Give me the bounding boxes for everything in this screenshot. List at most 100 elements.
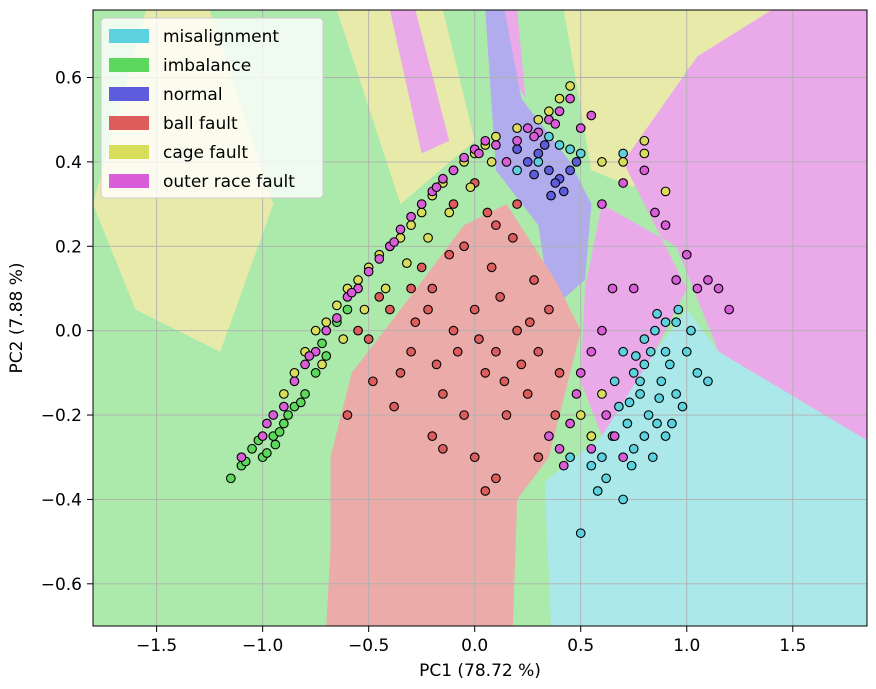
point-imbalance [342, 304, 353, 315]
legend-swatch [109, 87, 149, 101]
point-outer-race-fault [346, 287, 357, 298]
point-outer-race-fault [639, 165, 650, 176]
point-outer-race-fault [618, 178, 628, 188]
point-ball-fault [448, 325, 459, 336]
point-outer-race-fault [332, 313, 342, 323]
point-misalignment [614, 401, 624, 412]
point-cage-fault [544, 106, 554, 117]
x-axis-ticks: −1.5 −1.0 −0.5 0.0 0.5 1.0 1.5 [136, 626, 806, 656]
point-cage-fault [416, 207, 427, 218]
point-cage-fault [338, 334, 349, 344]
point-outer-race-fault [529, 131, 539, 142]
point-outer-race-fault [480, 135, 491, 146]
x-tick-label: 1.0 [673, 636, 700, 656]
point-ball-fault [480, 486, 491, 496]
point-misalignment [618, 494, 628, 505]
point-normal [571, 157, 582, 167]
point-outer-race-fault [262, 418, 272, 429]
point-ball-fault [491, 473, 501, 484]
legend-label: cage fault [163, 143, 248, 163]
point-imbalance [321, 351, 332, 361]
point-misalignment [592, 486, 603, 496]
region-cage-fault [563, 10, 772, 188]
point-misalignment [645, 346, 656, 357]
point-ball-fault [508, 232, 518, 243]
point-outer-race-fault [575, 367, 586, 378]
point-ball-fault [416, 262, 427, 273]
point-cage-fault [444, 207, 455, 218]
point-cage-fault [289, 367, 300, 378]
point-cage-fault [486, 157, 497, 167]
point-misalignment [703, 376, 713, 387]
legend-swatch [109, 145, 149, 159]
point-ball-fault [385, 304, 395, 315]
point-misalignment [671, 389, 682, 399]
point-outer-race-fault [550, 119, 561, 129]
point-imbalance [247, 443, 257, 454]
y-tick-label: −0.4 [41, 490, 82, 510]
point-misalignment [618, 346, 628, 357]
point-misalignment [673, 304, 684, 315]
point-ball-fault [444, 249, 455, 260]
point-cage-fault [278, 389, 289, 399]
region-misalignment [544, 309, 867, 626]
point-misalignment [643, 410, 654, 420]
point-cage-fault [639, 135, 650, 146]
point-outer-race-fault [406, 211, 416, 222]
point-outer-race-fault [268, 410, 279, 420]
point-ball-fault [499, 376, 510, 387]
point-misalignment [654, 393, 665, 404]
point-misalignment [544, 131, 554, 142]
point-outer-race-fault [544, 431, 554, 441]
point-normal [544, 165, 554, 176]
point-outer-race-fault [321, 325, 332, 336]
point-misalignment [586, 460, 597, 471]
point-cage-fault [639, 148, 650, 159]
x-tick-label: −1.5 [136, 636, 177, 656]
point-outer-race-fault [416, 199, 427, 209]
point-outer-race-fault [448, 165, 459, 176]
point-misalignment [650, 325, 660, 336]
y-tick-label: 0.0 [55, 322, 82, 342]
point-cage-fault [359, 304, 370, 315]
point-outer-race-fault [571, 389, 582, 399]
plot-frame [92, 9, 868, 627]
point-misalignment [512, 165, 522, 176]
point-ball-fault [342, 410, 353, 420]
point-outer-race-fault [597, 199, 607, 209]
region-cage-fault [336, 10, 475, 205]
point-ball-fault [482, 207, 493, 218]
point-misalignment [660, 317, 671, 328]
point-outer-race-fault [628, 283, 639, 294]
point-misalignment [660, 346, 671, 357]
point-ball-fault [501, 410, 512, 420]
point-cage-fault [554, 93, 565, 104]
point-imbalance [317, 338, 327, 349]
point-outer-race-fault [703, 275, 713, 285]
point-outer-race-fault [586, 110, 597, 121]
point-outer-race-fault [474, 148, 484, 159]
point-ball-fault [353, 325, 363, 336]
x-tick-label: −1.0 [242, 636, 283, 656]
point-misalignment [677, 401, 688, 412]
point-misalignment [667, 418, 677, 429]
point-ball-fault [427, 431, 438, 441]
point-outer-race-fault [431, 182, 442, 193]
point-ball-fault [512, 325, 522, 336]
point-outer-race-fault [300, 359, 310, 370]
point-imbalance [270, 439, 281, 450]
point-normal [565, 165, 575, 176]
point-imbalance [225, 473, 236, 484]
point-misalignment [671, 317, 682, 328]
y-tick-label: 0.6 [55, 69, 82, 89]
point-cage-fault [317, 359, 327, 370]
point-ball-fault [438, 389, 448, 399]
point-outer-race-fault [565, 93, 575, 104]
point-misalignment [628, 443, 639, 454]
point-outer-race-fault [522, 123, 533, 133]
point-imbalance [300, 389, 310, 399]
point-ball-fault [491, 220, 501, 231]
legend-label: imbalance [163, 56, 251, 76]
point-outer-race-fault [724, 304, 735, 315]
